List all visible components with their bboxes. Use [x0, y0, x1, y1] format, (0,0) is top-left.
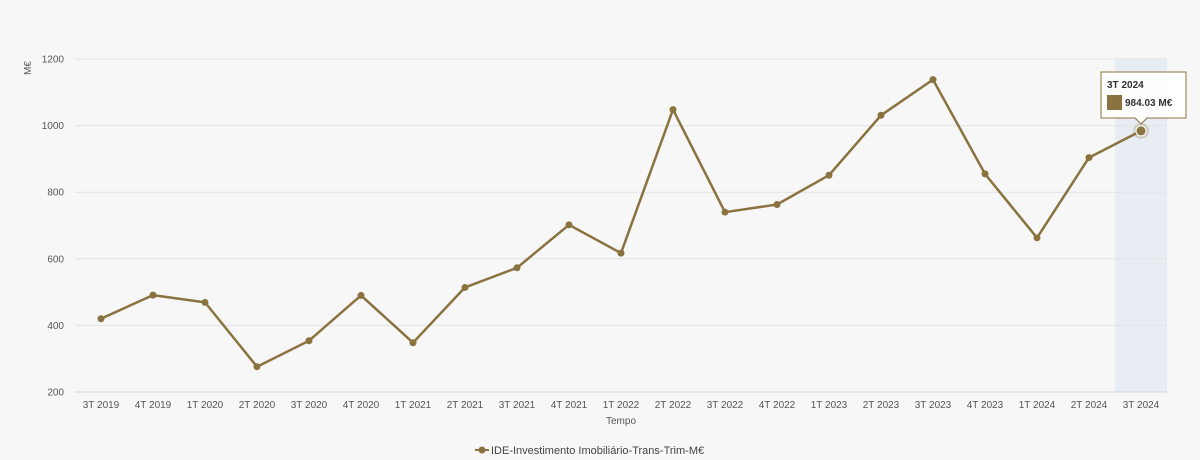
data-point[interactable] [357, 291, 365, 299]
x-tick-label: 1T 2022 [603, 400, 640, 411]
y-tick-label: 800 [47, 188, 64, 199]
data-point[interactable] [461, 283, 469, 291]
legend[interactable]: IDE-Investimento Imobiliário-Trans-Trim-… [475, 445, 704, 457]
x-tick-label: 3T 2019 [83, 400, 120, 411]
y-tick-label: 400 [47, 321, 64, 332]
x-tick-label: 2T 2022 [655, 400, 692, 411]
data-point[interactable] [877, 111, 885, 119]
x-axis-title: Tempo [606, 416, 636, 427]
data-point[interactable] [929, 76, 937, 84]
x-tick-label: 3T 2021 [499, 400, 536, 411]
x-tick-label: 2T 2024 [1071, 400, 1108, 411]
x-tick-label: 1T 2021 [395, 400, 432, 411]
legend-dot-marker [478, 446, 486, 454]
x-tick-label: 4T 2020 [343, 400, 380, 411]
x-tick-label: 3T 2023 [915, 400, 952, 411]
x-tick-label: 1T 2024 [1019, 400, 1056, 411]
x-tick-label: 3T 2020 [291, 400, 328, 411]
data-point[interactable] [149, 291, 157, 299]
data-point[interactable] [97, 315, 105, 323]
y-axis-ticks: 200 400 600 800 1000 1200 [42, 55, 65, 399]
x-tick-label: 1T 2020 [187, 400, 224, 411]
data-point-active[interactable] [1135, 125, 1147, 137]
tooltip-category: 3T 2024 [1107, 80, 1144, 91]
x-tick-label: 4T 2021 [551, 400, 588, 411]
data-point[interactable] [565, 221, 573, 229]
tooltip-box [1100, 71, 1187, 125]
data-point[interactable] [1033, 234, 1041, 242]
y-axis-title: M€ [23, 61, 34, 75]
data-point[interactable] [721, 208, 729, 216]
x-tick-label: 2T 2021 [447, 400, 484, 411]
data-point[interactable] [1085, 154, 1093, 162]
y-tick-label: 1200 [42, 55, 65, 66]
y-tick-label: 1000 [42, 121, 65, 132]
x-tick-label: 2T 2020 [239, 400, 276, 411]
data-point[interactable] [253, 363, 261, 371]
tooltip: 3T 2024 984.03 M€ [1100, 71, 1187, 125]
data-points [97, 76, 1149, 371]
data-point[interactable] [669, 106, 677, 114]
data-point[interactable] [201, 298, 209, 306]
data-point[interactable] [825, 171, 833, 179]
x-tick-label: 4T 2019 [135, 400, 172, 411]
data-point[interactable] [773, 201, 781, 209]
data-point[interactable] [305, 337, 313, 345]
x-tick-label: 4T 2022 [759, 400, 796, 411]
data-point[interactable] [513, 264, 521, 272]
x-axis-ticks: 3T 2019 4T 2019 1T 2020 2T 2020 3T 2020 4T 20… [83, 400, 1160, 411]
data-point[interactable] [981, 170, 989, 178]
x-tick-label: 1T 2023 [811, 400, 848, 411]
x-tick-label: 4T 2023 [967, 400, 1004, 411]
y-tick-label: 200 [47, 388, 64, 399]
y-tick-label: 600 [47, 254, 64, 265]
grid-lines [75, 58, 1167, 326]
data-point[interactable] [409, 339, 417, 347]
x-tick-label: 3T 2022 [707, 400, 744, 411]
x-tick-label: 2T 2023 [863, 400, 900, 411]
data-point[interactable] [617, 249, 625, 257]
tooltip-swatch [1107, 95, 1122, 110]
x-tick-label: 3T 2024 [1123, 400, 1160, 411]
series-line [100, 78, 1142, 368]
tooltip-value: 984.03 M€ [1125, 98, 1173, 109]
legend-series-label: IDE-Investimento Imobiliário-Trans-Trim-… [491, 445, 704, 457]
